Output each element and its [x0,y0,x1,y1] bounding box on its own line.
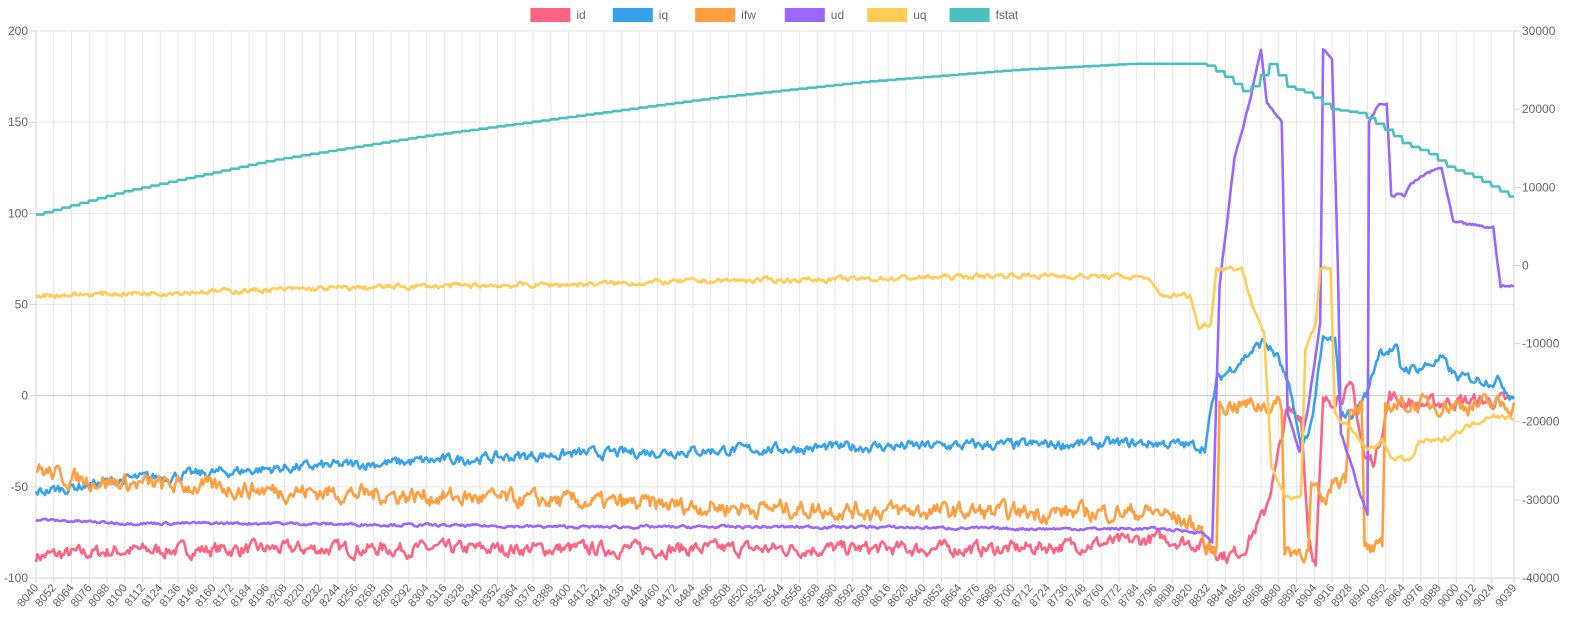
legend-swatch-id [530,8,571,22]
series-line-id [34,380,1515,567]
y-right-tick-label: 10000 [1522,180,1556,194]
y-right-tick-label: 0 [1522,258,1529,272]
y-right-tick-label: -30000 [1522,493,1560,507]
series-line-ifw [35,392,1516,564]
y-left-tick-label: 100 [8,206,28,220]
series-line-ud [35,48,1515,544]
series-line-fstat [36,62,1514,216]
x-tick-label: 9024 [1471,582,1497,610]
series-line-uq [34,265,1515,501]
y-left-tick-label: 50 [15,298,29,312]
legend-swatch-iq [612,8,653,22]
y-right-tick-label: -40000 [1522,571,1560,585]
y-right-tick-label: 30000 [1522,24,1556,38]
legend-label-id: id [576,8,585,22]
legend-swatch-fstat [949,8,990,22]
legend-label-iq: iq [659,8,668,22]
series-lines [34,48,1516,567]
legend-label-uq: uq [913,8,926,22]
y-right-tick-label: 20000 [1522,102,1556,116]
x-tick-label: 9039 [1494,582,1520,609]
gridlines [35,30,1515,579]
y-left-tick-label: 200 [8,24,28,38]
y-left-tick-label: -100 [4,571,28,585]
legend-label-fstat: fstat [996,8,1019,22]
y-left-tick-label: 0 [21,389,28,403]
legend-label-ifw: ifw [741,8,756,22]
y-right-tick-label: -10000 [1522,337,1560,351]
y-left-tick-label: 150 [8,115,28,129]
legend-swatch-ud [784,8,825,22]
y-right-tick-label: -20000 [1522,415,1560,429]
legend-swatch-ifw [695,8,736,22]
legend-label-ud: ud [831,8,844,22]
legend: id iq ifw ud uq fstat [530,8,1019,22]
y-left-tick-label: -50 [11,480,29,494]
legend-swatch-uq [867,8,908,22]
series-line-iq [34,335,1516,497]
